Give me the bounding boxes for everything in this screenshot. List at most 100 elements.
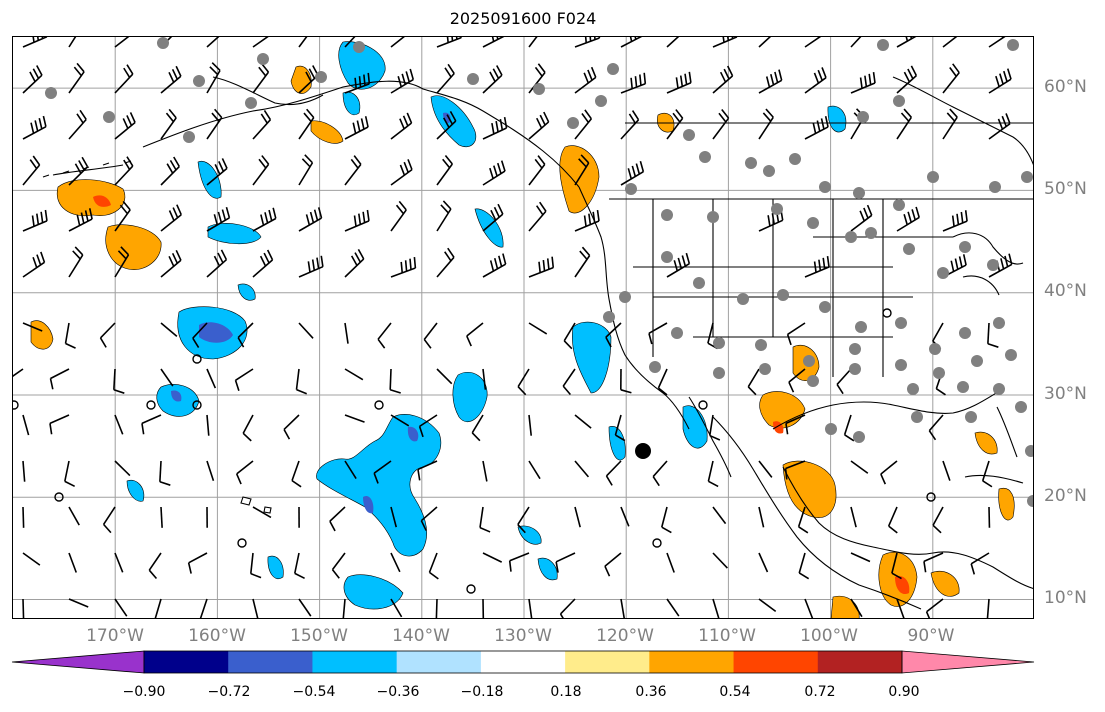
wind-barb [417,460,438,481]
weather-map [13,37,1033,618]
station-dot [819,181,831,193]
wind-barb [482,368,487,390]
wind-barb [298,598,312,617]
wind-barb [850,598,863,618]
lon-label-110w: 110°W [698,626,756,646]
wind-barb [68,598,89,608]
wind-barb [747,368,760,396]
wind-barb [666,109,684,140]
colorbar-tick-2: −0.54 [292,684,336,700]
wind-barb [331,552,346,579]
wind-barb [850,71,876,94]
wind-barb [758,37,772,48]
wind-barb [712,37,738,48]
wind-barb [563,322,576,350]
wind-barb [68,552,78,573]
wind-barb [620,160,645,186]
station-dot [607,63,619,75]
station-dot [849,343,861,355]
wind-barb [206,62,221,94]
station-dot [929,343,941,355]
colorbar-extend-high [901,650,1035,674]
station-dot [353,41,365,53]
station-dot [699,151,711,163]
wind-barb [574,460,590,478]
station-dot [713,337,725,349]
wind-barb [428,552,439,580]
wind-barb [896,598,905,618]
station-dot [959,327,971,339]
station-dot [937,267,949,279]
station-dot [789,153,801,165]
wind-barb [420,506,438,531]
lat-label-60n: 60°N [1044,77,1087,97]
wind-barb [22,414,30,436]
wind-barb [344,414,365,423]
station-dot [193,75,205,87]
wind-barb [836,368,852,395]
colorbar-tick-7: 0.54 [719,684,751,700]
wind-barb [298,37,308,48]
wind-barb [896,206,920,232]
wind-barb [804,255,830,278]
wind-barb [64,322,76,349]
colorbar-tick-4: −0.18 [460,684,504,700]
lat-label-40n: 40°N [1044,281,1087,301]
wind-barb [344,368,364,381]
wind-barb [528,201,547,232]
wind-barb [102,506,116,534]
station-dot [567,117,579,129]
wind-barb [234,368,254,391]
wind-barb [436,200,452,232]
wind-barb [22,155,41,186]
wind-barb [22,460,26,482]
wind-barb [113,368,125,394]
wind-barb [344,72,371,94]
wind-barb [436,110,457,140]
wind-barb [804,37,822,48]
station-dot [807,217,819,229]
wind-barb [528,598,533,618]
wind-barb [482,552,503,563]
wind-barb [206,158,228,186]
colorbar-segment [480,651,566,673]
station-dot [865,227,877,239]
wind-barb [887,506,898,534]
colorbar-segment [649,651,735,673]
colorbar [11,650,1035,674]
observation-stations [45,37,1033,507]
wind-barb [68,208,93,232]
station-dot [693,277,705,289]
wind-barb [249,552,262,579]
station-dot [103,111,115,123]
wind-barb [22,552,41,566]
wind-barb [22,322,43,332]
station-dot [993,317,1005,329]
wind-barb [344,322,349,344]
wind-barb [114,598,128,617]
colorbar-segments [11,650,1035,674]
wind-barb [988,37,1006,48]
station-dot [807,375,819,387]
station-dot [713,367,725,379]
wind-barb [298,255,324,278]
wind-barb [528,322,548,335]
wind-barb [160,108,177,140]
wind-barb [206,108,223,140]
wind-barb [68,37,77,48]
wind-barb [896,108,913,140]
station-dot [595,95,607,107]
lon-label-120w: 120°W [596,626,654,646]
wind-barb [68,156,89,186]
wind-barb [435,598,438,618]
wind-barb [22,65,43,94]
station-dot [625,183,637,195]
wind-barb [528,63,546,94]
wind-barb [708,414,721,441]
colorbar-tick-6: 0.36 [635,684,667,700]
wind-barb [373,460,392,484]
wind-barb [390,112,413,140]
wind-barb [344,155,362,186]
wind-barb [436,63,455,94]
wind-barb [712,65,734,94]
